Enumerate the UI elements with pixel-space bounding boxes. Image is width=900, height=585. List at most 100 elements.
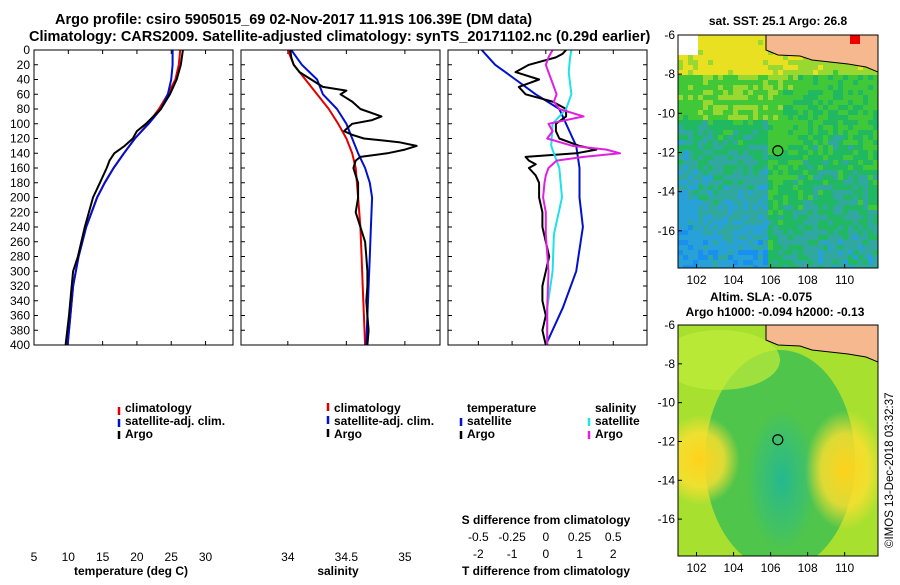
sst-cell <box>808 200 813 205</box>
t-difference-label: T difference from climatology <box>462 564 630 578</box>
sst-cell <box>743 185 748 190</box>
sst-cell <box>713 220 718 225</box>
sst-cell <box>708 100 713 105</box>
sst-cell <box>848 215 853 220</box>
sst-cell <box>808 220 813 225</box>
sst-cell <box>838 255 843 260</box>
sst-cell <box>828 230 833 235</box>
y-tick-label: 320 <box>10 279 30 293</box>
sst-cell <box>783 235 788 240</box>
sst-cell <box>708 180 713 185</box>
sst-cell <box>783 65 788 70</box>
sst-cell <box>858 135 863 140</box>
sst-cell <box>818 110 823 115</box>
sst-cell <box>803 200 808 205</box>
sst-cell <box>803 220 808 225</box>
sst-cell <box>688 125 693 130</box>
sst-cell <box>818 190 823 195</box>
y-tick-label: 60 <box>17 87 31 101</box>
sst-cell <box>728 120 733 125</box>
sst-cell <box>868 150 873 155</box>
sst-cell <box>698 140 703 145</box>
sst-cell <box>828 130 833 135</box>
sst-cell <box>858 250 863 255</box>
sst-cell <box>708 140 713 145</box>
sst-cell <box>708 260 713 265</box>
sst-cell <box>833 260 838 265</box>
sst-cell <box>728 95 733 100</box>
sst-cell <box>688 100 693 105</box>
x-tick-label: 20 <box>130 550 144 564</box>
sst-cell <box>723 115 728 120</box>
sst-cell <box>683 130 688 135</box>
sst-cell <box>718 175 723 180</box>
sst-cell <box>708 65 713 70</box>
sst-cell <box>828 235 833 240</box>
sst-cell <box>728 180 733 185</box>
sst-cell <box>858 85 863 90</box>
sst-cell <box>763 75 768 80</box>
sst-cell <box>763 175 768 180</box>
sst-cell <box>748 80 753 85</box>
sla-high-west <box>678 415 740 505</box>
sst-cell <box>808 210 813 215</box>
sst-cell <box>748 200 753 205</box>
sst-cell <box>688 220 693 225</box>
sst-cell <box>823 70 828 75</box>
sst-cell <box>773 150 778 155</box>
sst-cell <box>708 210 713 215</box>
sst-cell <box>758 60 763 65</box>
sst-cell <box>778 190 783 195</box>
sst-cell <box>733 95 738 100</box>
sst-cell <box>773 220 778 225</box>
sst-cell <box>863 135 868 140</box>
sst-cell <box>833 175 838 180</box>
sst-cell <box>778 225 783 230</box>
sst-cell <box>868 205 873 210</box>
sst-cell <box>723 60 728 65</box>
sst-cell <box>788 190 793 195</box>
sst-cell <box>718 70 723 75</box>
sst-cell <box>753 105 758 110</box>
sst-cell <box>718 150 723 155</box>
sst-cell <box>868 190 873 195</box>
sst-cell <box>843 250 848 255</box>
sst-cell <box>763 195 768 200</box>
sst-cell <box>823 230 828 235</box>
x-tick-label: 2 <box>610 547 617 561</box>
sst-cell <box>803 165 808 170</box>
sst-cell <box>853 120 858 125</box>
sst-cell <box>678 265 683 268</box>
sst-cell <box>813 110 818 115</box>
sst-cell <box>733 125 738 130</box>
sst-cell <box>728 65 733 70</box>
sst-cell <box>818 100 823 105</box>
sst-cell <box>833 100 838 105</box>
sst-cell <box>698 195 703 200</box>
sst-cell <box>748 115 753 120</box>
sst-cell <box>818 210 823 215</box>
sst-cell <box>848 200 853 205</box>
series-line-climatology <box>66 50 182 345</box>
sst-cell <box>713 35 718 40</box>
sst-cell <box>763 155 768 160</box>
sst-cell <box>708 200 713 205</box>
sst-cell <box>853 125 858 130</box>
sst-cell <box>748 70 753 75</box>
sst-cell <box>778 205 783 210</box>
sst-cell <box>708 40 713 45</box>
credit-text: ©IMOS 13-Dec-2018 03:32:37 <box>884 392 896 548</box>
sst-cell <box>803 135 808 140</box>
sst-cell <box>803 90 808 95</box>
sst-cell <box>858 255 863 260</box>
sst-cell <box>693 195 698 200</box>
sst-cell <box>723 205 728 210</box>
sst-cell <box>728 210 733 215</box>
sst-cell <box>873 195 878 200</box>
sst-cell <box>743 250 748 255</box>
sst-cell <box>838 210 843 215</box>
sst-cell <box>723 265 728 268</box>
sst-cell <box>713 95 718 100</box>
sla-high-east <box>805 410 878 530</box>
sst-cell <box>868 85 873 90</box>
